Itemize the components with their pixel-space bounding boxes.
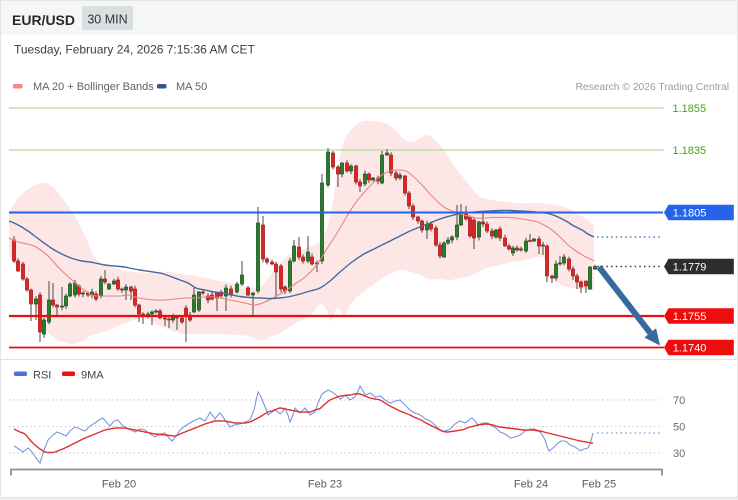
svg-text:Feb 25: Feb 25: [582, 479, 616, 491]
svg-text:1.1740: 1.1740: [673, 342, 707, 354]
svg-text:EUR/USD: EUR/USD: [12, 12, 75, 28]
svg-text:30: 30: [673, 448, 685, 460]
svg-text:50: 50: [673, 422, 685, 434]
svg-text:1.1779: 1.1779: [673, 261, 707, 273]
svg-text:1.1755: 1.1755: [673, 311, 707, 323]
svg-text:MA 20 + Bollinger Bands: MA 20 + Bollinger Bands: [33, 81, 154, 93]
svg-text:1.1855: 1.1855: [673, 103, 707, 115]
svg-text:70: 70: [673, 395, 685, 407]
svg-text:Feb 24: Feb 24: [514, 479, 548, 491]
svg-text:MA 50: MA 50: [176, 81, 207, 93]
svg-text:Research © 2026 Trading Centra: Research © 2026 Trading Central: [575, 82, 729, 93]
svg-text:Feb 23: Feb 23: [308, 479, 342, 491]
svg-text:9MA: 9MA: [81, 370, 104, 382]
svg-text:Tuesday, February 24, 2026 7:1: Tuesday, February 24, 2026 7:15:36 AM CE…: [14, 43, 255, 57]
svg-text:1.1835: 1.1835: [673, 145, 707, 157]
svg-text:1.1805: 1.1805: [673, 207, 707, 219]
svg-text:RSI: RSI: [33, 370, 51, 382]
svg-text:Feb 20: Feb 20: [102, 479, 136, 491]
svg-text:30 MIN: 30 MIN: [87, 13, 127, 27]
